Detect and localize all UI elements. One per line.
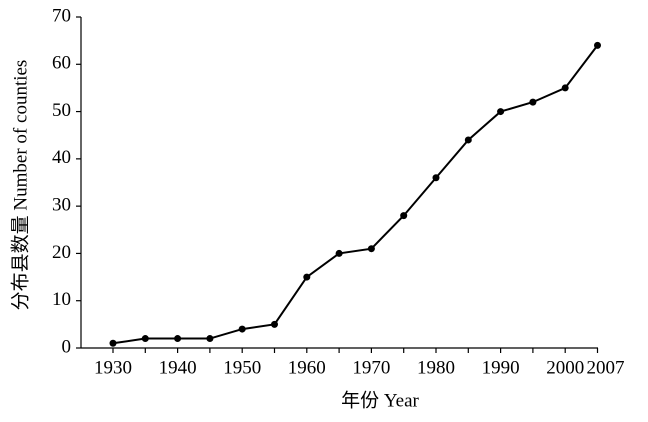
point: [303, 273, 311, 281]
point: [561, 84, 569, 92]
point: [497, 108, 505, 116]
x-tick-label: 1960: [288, 357, 326, 378]
point: [206, 335, 214, 343]
x-tick-label: 2007: [587, 357, 625, 378]
x-tick-label: 1940: [159, 357, 197, 378]
point: [141, 335, 149, 343]
point: [238, 325, 246, 333]
y-tick-label: 50: [52, 100, 71, 121]
y-tick-label: 10: [52, 289, 71, 310]
x-tick-label: 2000: [546, 357, 584, 378]
y-tick-label: 70: [52, 5, 71, 26]
point: [594, 41, 601, 49]
line: [112, 44, 599, 345]
point: [367, 245, 375, 253]
point: [271, 320, 278, 328]
x-axis-label: 年份 Year: [341, 389, 419, 411]
point: [464, 136, 472, 144]
x-tick-label: 1980: [417, 357, 455, 378]
point: [335, 249, 343, 257]
point: [400, 212, 408, 220]
x-tick-label: 1950: [223, 357, 261, 378]
y-tick-label: 0: [62, 336, 72, 357]
y-tick-label: 60: [52, 53, 71, 74]
x-tick-label: 1970: [352, 357, 390, 378]
point: [529, 98, 537, 106]
point: [174, 335, 182, 343]
y-axis-label: 分布县数量 Number of counties: [9, 60, 31, 311]
x-tick-label: 1990: [482, 357, 520, 378]
y-tick-label: 40: [52, 147, 71, 168]
y-tick-label: 20: [52, 242, 71, 263]
point: [109, 339, 117, 347]
point: [432, 174, 440, 182]
x-tick-label: 1930: [94, 357, 132, 378]
y-tick-label: 30: [52, 195, 71, 216]
